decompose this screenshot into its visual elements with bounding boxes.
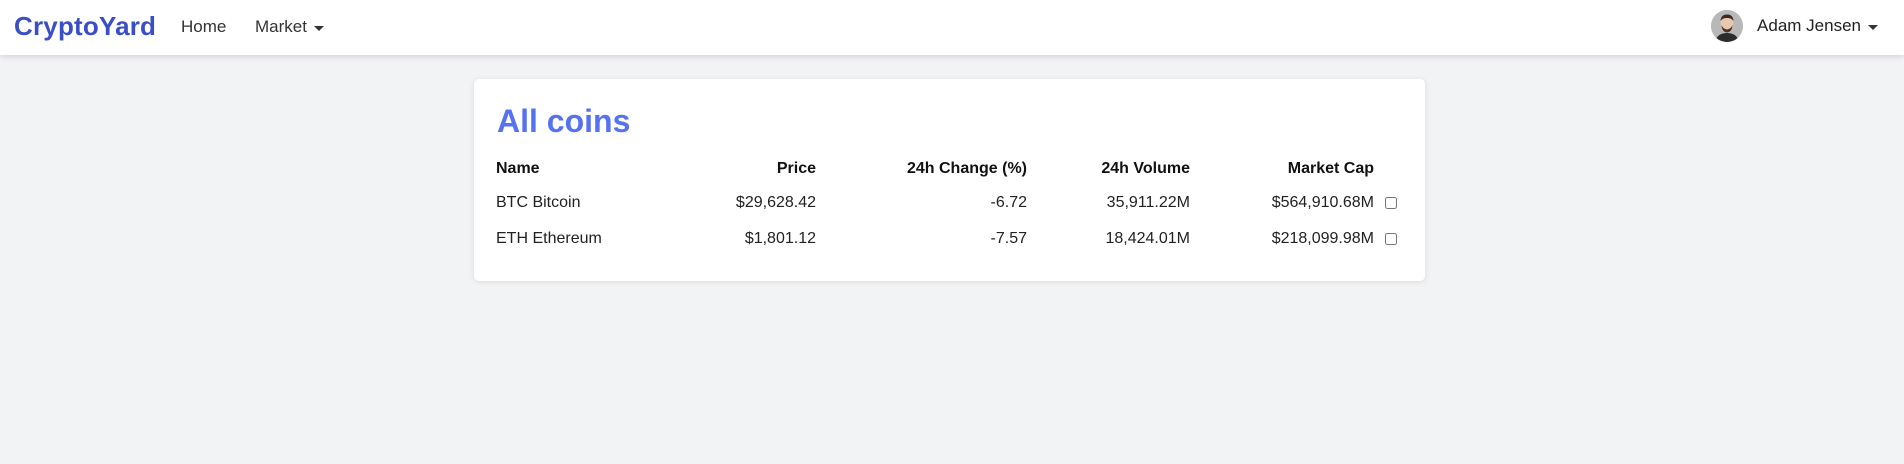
avatar (1711, 10, 1744, 42)
coin-volume: 18,424.01M (1105, 230, 1190, 247)
user-name: Adam Jensen (1757, 16, 1861, 35)
column-header-volume: 24h Volume (1101, 160, 1190, 177)
column-header-name: Name (496, 160, 540, 177)
coin-volume: 35,911.22M (1106, 194, 1190, 211)
coin-market-cap: $564,910.68M (1271, 194, 1374, 211)
coins-table: Name Price 24h Change (%) 24h Volume Mar… (496, 153, 1397, 257)
top-navbar: CryptoYard Home Market Adam Jensen (0, 0, 1904, 55)
coin-name: BTC Bitcoin (496, 194, 581, 211)
row-select-checkbox[interactable] (1385, 196, 1397, 209)
column-header-price: Price (776, 160, 816, 177)
coins-card: All coins Name Price 24h Change (%) 24h … (474, 79, 1425, 281)
user-avatar-icon (1711, 10, 1744, 42)
row-select-cell (1374, 185, 1397, 221)
row-select-checkbox[interactable] (1385, 232, 1397, 245)
coin-price: $29,628.42 (735, 194, 816, 211)
brand-logo[interactable]: CryptoYard (14, 11, 157, 41)
coin-market-cap: $218,099.98M (1271, 230, 1374, 247)
column-header-change: 24h Change (%) (906, 160, 1027, 177)
table-header-row: Name Price 24h Change (%) 24h Volume Mar… (496, 153, 1397, 185)
nav-market-label: Market (255, 17, 307, 36)
coin-price: $1,801.12 (744, 230, 816, 247)
caret-down-icon (1868, 24, 1878, 30)
nav-home-label: Home (181, 17, 227, 36)
column-header-market-cap: Market Cap (1287, 160, 1374, 177)
table-row[interactable]: ETH Ethereum $1,801.12 -7.57 18,424.01M … (496, 221, 1397, 257)
table-row[interactable]: BTC Bitcoin $29,628.42 -6.72 35,911.22M … (496, 185, 1397, 221)
user-menu-dropdown[interactable]: Adam Jensen (1711, 10, 1878, 42)
nav-market-dropdown[interactable]: Market (255, 17, 324, 37)
coin-change: -6.72 (990, 194, 1027, 211)
page-title: All coins (497, 103, 631, 139)
coins-table-wrapper: Name Price 24h Change (%) 24h Volume Mar… (496, 153, 1397, 257)
row-select-cell (1374, 221, 1397, 257)
caret-down-icon (313, 25, 324, 31)
coin-change: -7.57 (990, 230, 1027, 247)
column-header-select (1374, 153, 1397, 185)
coin-name: ETH Ethereum (496, 230, 602, 247)
nav-home-link[interactable]: Home (181, 17, 226, 37)
